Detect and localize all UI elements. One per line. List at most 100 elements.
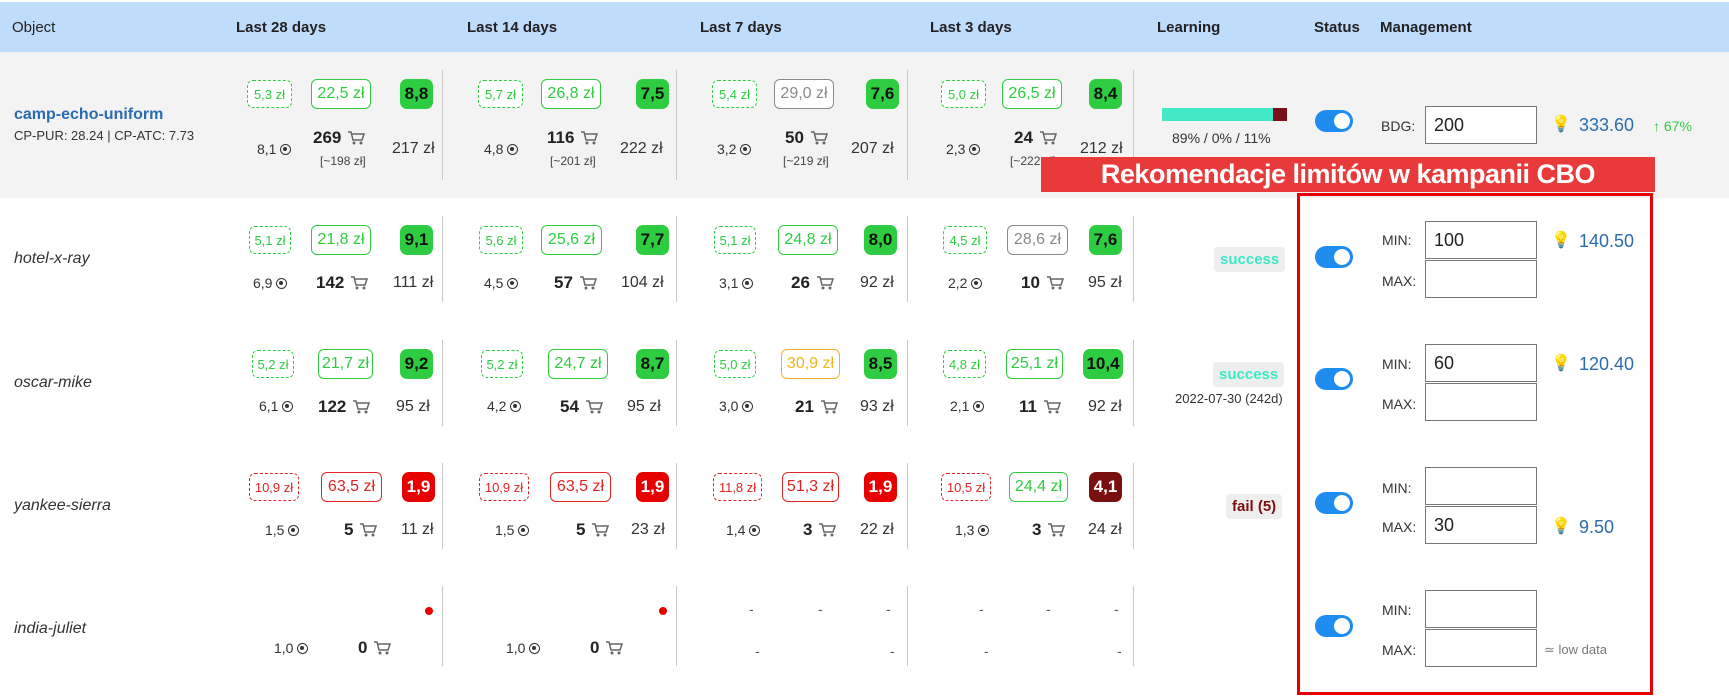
min-input[interactable] — [1425, 344, 1537, 382]
cart-count-value: 50 — [785, 128, 804, 147]
score-badge: 1,9 — [402, 472, 435, 502]
cart-count-value: 116 — [547, 128, 575, 147]
cpc-pill: 5,3 zł — [247, 80, 292, 108]
learning-bar-end — [1273, 108, 1287, 121]
budget-input[interactable] — [1425, 106, 1537, 144]
max-input[interactable] — [1425, 506, 1537, 544]
recommended-value[interactable]: 120.40 — [1579, 354, 1635, 374]
col-last3[interactable]: Last 3 days — [930, 19, 1012, 36]
score-badge: 8,5 — [864, 349, 897, 379]
reach-value: 1,3 — [955, 522, 975, 538]
score-badge: 8,0 — [864, 225, 897, 255]
cart-count: 26 — [791, 273, 834, 293]
period-divider — [1133, 586, 1134, 666]
spend-value: 222 zł — [620, 140, 663, 157]
cpc-pill: 5,4 zł — [712, 80, 757, 108]
cart-count-value: 3 — [803, 520, 813, 539]
score-badge: 8,7 — [636, 349, 669, 379]
learning-status-badge: success — [1213, 362, 1285, 387]
campaign-name-link[interactable]: camp-echo-uniform — [14, 106, 164, 123]
cart-count-value: 54 — [560, 397, 579, 416]
cpc-pill: 5,0 zł — [941, 80, 986, 108]
adset-name: hotel-x-ray — [14, 250, 90, 267]
spend-value: 95 zł — [1088, 274, 1122, 291]
target-dot-icon — [978, 525, 990, 536]
max-input[interactable] — [1425, 383, 1537, 421]
reach-value: 2,3 — [946, 141, 966, 157]
max-input[interactable] — [1425, 260, 1537, 298]
cart-count-value: 5 — [576, 520, 586, 539]
target-dot-icon — [297, 643, 309, 654]
cart-count-value: 142 — [316, 273, 345, 292]
cart-count: 11 — [1019, 397, 1061, 417]
min-input[interactable] — [1425, 590, 1537, 628]
recommended-value[interactable]: 140.50 — [1579, 231, 1635, 251]
period-divider — [907, 340, 908, 426]
budget-label: BDG: — [1381, 118, 1416, 134]
status-toggle[interactable] — [1315, 110, 1353, 132]
status-toggle[interactable] — [1315, 368, 1353, 390]
col-object: Object — [12, 19, 56, 36]
reach-metric: 1,0 — [274, 640, 309, 656]
col-last14[interactable]: Last 14 days — [467, 19, 558, 36]
cpc-pill: 5,1 zł — [714, 226, 756, 254]
cart-count: 3 — [803, 520, 837, 540]
period-divider — [907, 586, 908, 666]
status-toggle[interactable] — [1315, 615, 1353, 637]
cart-count: 5 — [344, 520, 378, 540]
min-input[interactable] — [1425, 221, 1537, 259]
bulb-icon: 💡 — [1551, 232, 1571, 249]
reach-metric: 1,3 — [955, 522, 990, 538]
reach-metric: 1,0 — [506, 640, 541, 656]
recommended-value[interactable]: 9.50 — [1579, 517, 1615, 537]
highlight-box — [1297, 193, 1653, 695]
score-badge: 8,8 — [400, 79, 433, 109]
campaign-cost-summary: CP-PUR: 28.24 | CP-ATC: 7.73 — [14, 128, 195, 143]
target-dot-icon — [740, 144, 752, 155]
cart-count: 0 — [358, 638, 392, 658]
cpc-pill: 11,8 zł — [713, 473, 762, 501]
cpa-pill: 24,7 zł — [548, 349, 608, 379]
learning-status-badge: success — [1214, 247, 1286, 272]
cpa-pill: 26,8 zł — [541, 79, 601, 109]
reach-value: 3,0 — [719, 398, 739, 414]
spend-value: 111 zł — [393, 274, 434, 291]
max-input[interactable] — [1425, 629, 1537, 667]
cart-icon — [819, 523, 837, 537]
reach-value: 4,8 — [484, 141, 504, 157]
recommended-value[interactable]: 333.60 — [1579, 115, 1635, 135]
score-badge: 1,9 — [636, 472, 669, 502]
alert-dot — [659, 607, 667, 615]
target-dot-icon — [742, 401, 754, 412]
cart-count-value: 122 — [318, 397, 347, 416]
empty-value: - — [1114, 601, 1119, 617]
cart-icon — [592, 523, 610, 537]
min-input[interactable] — [1425, 467, 1537, 505]
score-badge: 8,4 — [1089, 79, 1122, 109]
period-divider — [1133, 340, 1134, 426]
period-divider — [1133, 463, 1134, 549]
col-last7[interactable]: Last 7 days — [700, 19, 782, 36]
period-divider — [676, 340, 677, 426]
score-badge: 7,6 — [1089, 225, 1122, 255]
empty-value: - — [886, 601, 891, 617]
target-dot-icon — [507, 144, 519, 155]
target-dot-icon — [973, 401, 985, 412]
cart-count-value: 21 — [795, 397, 814, 416]
cpc-pill: 5,6 zł — [479, 226, 523, 254]
spend-value: 93 zł — [860, 398, 894, 415]
empty-value: - — [984, 643, 989, 659]
cpa-pill: 25,6 zł — [541, 225, 602, 255]
cart-icon — [810, 131, 828, 145]
cart-icon — [348, 131, 366, 145]
target-dot-icon — [507, 278, 519, 289]
status-toggle[interactable] — [1315, 492, 1353, 514]
status-toggle[interactable] — [1315, 246, 1353, 268]
reach-value: 1,5 — [495, 522, 515, 538]
score-badge: 7,5 — [636, 79, 669, 109]
col-learning: Learning — [1157, 19, 1221, 36]
min-label: MIN: — [1382, 602, 1412, 618]
reach-value: 6,9 — [253, 275, 273, 291]
cart-icon — [585, 400, 603, 414]
col-last28[interactable]: Last 28 days — [236, 19, 327, 36]
